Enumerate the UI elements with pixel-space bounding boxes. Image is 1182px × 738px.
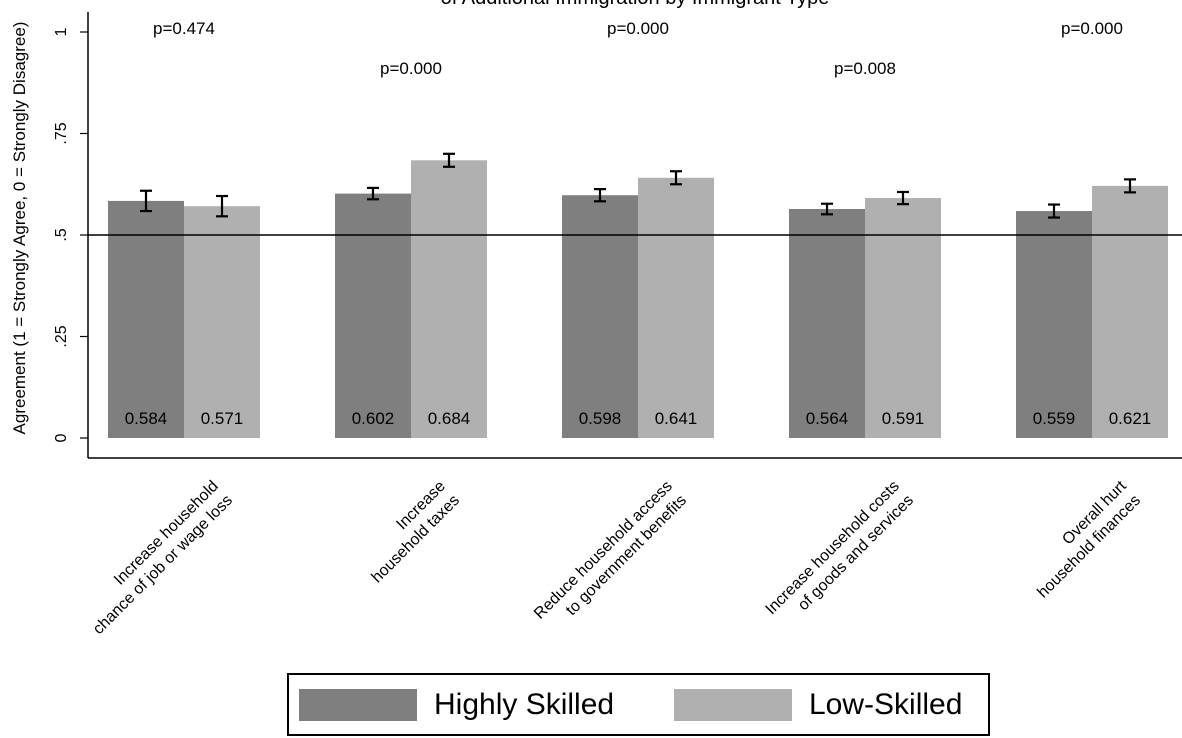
bar-low-skilled-4	[1092, 185, 1168, 438]
x-tick-label-line: Reduce household access	[531, 478, 676, 623]
p-value-label: p=0.000	[1061, 19, 1123, 38]
x-tick-label-increase-household-costs: Increase household costsof goods and ser…	[763, 478, 917, 632]
y-tick-label: .5	[53, 228, 70, 241]
legend-label-low-skilled: Low-Skilled	[809, 688, 963, 721]
legend-swatch-low-skilled	[674, 689, 792, 721]
x-tick-label-overall-hurt: Overall hurthousehold finances	[1020, 477, 1144, 601]
bar-low-skilled-0	[184, 206, 260, 438]
bar-highly-skilled-3	[789, 209, 865, 438]
x-tick-label-line: Increase household costs	[763, 478, 903, 618]
legend-label-highly-skilled: Highly Skilled	[434, 688, 615, 721]
x-tick-label-increase: Increasehousehold taxes	[354, 478, 463, 587]
legend-item-low-skilled: Low-Skilled	[674, 685, 962, 725]
legend: Highly Skilled Low-Skilled	[287, 673, 990, 736]
y-tick-label: .25	[53, 325, 70, 347]
x-tick-label-reduce-household-access: Reduce household accessto government ben…	[531, 478, 690, 637]
p-value-label: p=0.000	[607, 19, 669, 38]
plot-area: 0 .25 .5 .75 1 0.584 0.602 0.598 0.564 0.559 0.571…	[53, 12, 1182, 638]
value-label-highly-skilled: 0.564	[806, 409, 849, 428]
p-value-label: p=0.474	[153, 19, 215, 38]
x-tick-label-line: to government benefits	[563, 492, 690, 619]
y-tick-label: 1	[53, 27, 70, 36]
bar-low-skilled-3	[865, 198, 941, 438]
bar-low-skilled-1	[411, 160, 487, 438]
y-tick-label: .75	[53, 122, 70, 144]
value-label-low-skilled: 0.571	[201, 409, 244, 428]
bar-highly-skilled-2	[562, 195, 638, 438]
x-tick-label-line: chance of job or wage loss	[90, 492, 236, 638]
value-label-highly-skilled: 0.602	[352, 409, 395, 428]
value-label-low-skilled: 0.621	[1109, 409, 1152, 428]
value-label-low-skilled: 0.641	[655, 409, 698, 428]
bar-low-skilled-2	[638, 177, 714, 438]
y-tick-label: 0	[53, 433, 70, 442]
x-tick-label-increase-household: Increase householdchance of job or wage …	[76, 478, 236, 638]
value-label-highly-skilled: 0.598	[579, 409, 622, 428]
value-label-highly-skilled: 0.559	[1033, 409, 1076, 428]
y-axis-title: Agreement (1 = Strongly Agree, 0 = Stron…	[10, 22, 29, 435]
p-value-label: p=0.000	[380, 59, 442, 78]
value-label-low-skilled: 0.684	[428, 409, 471, 428]
value-label-low-skilled: 0.591	[882, 409, 925, 428]
p-value-label: p=0.008	[834, 59, 896, 78]
legend-item-highly-skilled: Highly Skilled	[299, 685, 614, 725]
value-label-highly-skilled: 0.584	[125, 409, 168, 428]
bar-highly-skilled-0	[108, 200, 184, 438]
x-tick-label-line: of goods and services	[795, 492, 917, 614]
bar-highly-skilled-4	[1016, 211, 1092, 438]
chart-title: of Additional Immigration by Immigrant T…	[441, 0, 830, 9]
legend-swatch-highly-skilled	[299, 689, 417, 721]
bar-highly-skilled-1	[335, 193, 411, 438]
